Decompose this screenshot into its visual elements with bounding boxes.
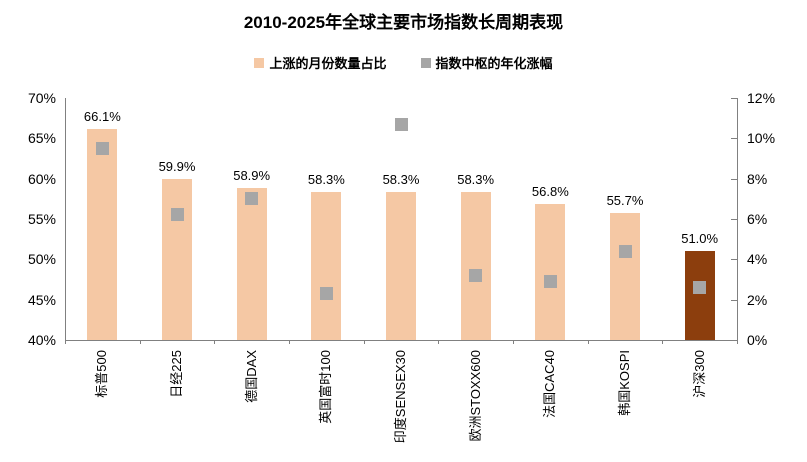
x-axis-tick-mark [289,340,290,344]
bar-value-label: 66.1% [83,109,121,125]
x-axis-tick-mark [214,340,216,344]
right-axis-tick-label: 12% [747,90,776,106]
marker-square-欧洲STOXX600 [469,268,483,282]
bar-value-label: 58.3% [307,172,345,188]
x-axis-tick-mark [139,340,141,344]
right-axis-tick-mark [731,178,737,180]
x-axis-label: 沪深300 [691,350,707,398]
legend-item-markers: 指数中枢的年化涨幅 [420,53,553,72]
marker-square-英国富时100 [319,287,333,301]
right-axis-tick-label: 6% [747,211,768,227]
x-axis-tick-mark [662,340,664,344]
marker-square-法国CAC40 [543,275,557,289]
right-axis-tick-mark [731,340,737,341]
right-axis-tick-mark [731,299,737,301]
bar-印度SENSEX30 [386,192,416,340]
bar-德国DAX [236,187,267,340]
x-axis-label: 日经225 [169,350,184,398]
right-axis-tick-mark [731,98,737,99]
left-axis-tick-label: 45% [27,291,56,308]
chart-title: 2010-2025年全球主要市场指数长周期表现 [243,13,564,32]
x-axis-tick-mark [65,340,66,344]
left-axis-tick-label: 65% [27,130,56,147]
bar-value-label: 51.0% [681,231,719,247]
bar-value-label: 55.7% [606,193,644,209]
x-axis-tick-mark [587,340,589,344]
right-axis-tick-label: 8% [747,170,768,187]
right-axis-tick-mark [731,219,737,220]
bar-value-label: 58.9% [233,167,271,183]
marker-square-韩国KOSPI [618,244,632,258]
right-axis-tick-label: 10% [747,130,776,147]
bar-沪深300 [684,251,715,340]
left-axis-tick-label: 40% [27,332,56,348]
x-axis-tick-mark [513,340,514,344]
bar-法国CAC40 [535,204,566,340]
marker-square-日经225 [170,208,184,222]
bar-value-label: 59.9% [158,159,196,175]
x-axis-line [65,340,738,341]
x-axis-tick-mark [363,340,365,344]
legend-item-bars: 上涨的月份数量占比 [254,53,387,72]
bar-韩国KOSPI [610,213,640,340]
bar-value-label: 58.3% [382,172,420,188]
marker-square-沪深300 [693,281,707,295]
right-axis-tick-label: 0% [747,332,768,348]
legend-swatch-bars-icon [254,57,265,68]
left-axis-line [65,98,66,340]
right-axis-tick-mark [731,138,737,140]
bar-value-label: 56.8% [531,184,569,200]
x-axis-label: 英国富时100 [318,350,334,424]
left-axis-tick-label: 50% [27,251,56,268]
right-axis-tick-mark [731,259,737,261]
left-axis-tick-label: 70% [27,90,56,106]
x-axis-tick-mark [438,340,440,344]
marker-square-印度SENSEX30 [394,117,408,131]
bar-标普500 [87,129,118,340]
right-axis-line [737,98,738,340]
right-axis-tick-label: 4% [747,251,768,268]
right-axis-tick-label: 2% [747,291,768,308]
x-axis-label: 标普500 [94,350,110,398]
legend-swatch-markers-icon [420,57,431,68]
bar-日经225 [162,179,192,340]
bar-欧洲STOXX600 [460,192,491,340]
x-axis-tick-mark [737,340,738,344]
x-axis-label: 法国CAC40 [542,350,558,418]
legend-label-bars: 上涨的月份数量占比 [269,56,387,71]
legend-label-markers: 指数中枢的年化涨幅 [435,56,553,71]
x-axis-label: 欧洲STOXX600 [467,350,483,442]
x-axis-label: 印度SENSEX30 [393,350,408,444]
left-axis-tick-label: 55% [27,211,56,227]
bar-英国富时100 [311,192,342,340]
x-axis-label: 德国DAX [243,350,259,403]
marker-square-德国DAX [245,192,259,206]
x-axis-label: 韩国KOSPI [617,350,632,416]
bar-value-label: 58.3% [457,172,495,188]
left-axis-tick-label: 60% [27,170,56,187]
chart-legend: 上涨的月份数量占比 指数中枢的年化涨幅 [0,53,807,72]
marker-square-标普500 [95,141,109,155]
